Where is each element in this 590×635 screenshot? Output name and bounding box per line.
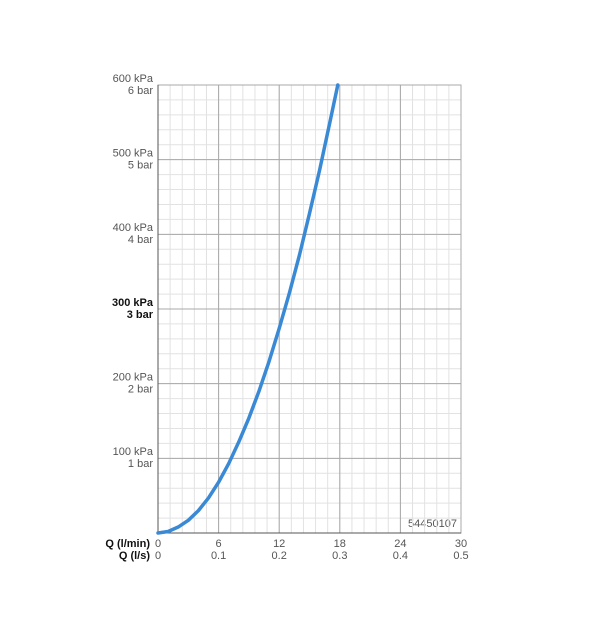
y-tick-label: 200 kPa [113,372,154,384]
x2-axis-label: Q (l/s) [119,550,151,562]
x2-tick-label: 0.1 [211,550,226,562]
y-tick-label: 300 kPa [112,297,154,309]
x2-tick-label: 0.2 [272,550,287,562]
y2-tick-label: 5 bar [128,160,153,172]
x-tick-label: 6 [216,538,222,550]
y-tick-label: 100 kPa [113,446,154,458]
x-tick-label: 18 [334,538,346,550]
x2-tick-label: 0.3 [332,550,347,562]
x-tick-label: 12 [273,538,285,550]
y2-tick-label: 3 bar [127,309,154,321]
y-tick-label: 400 kPa [113,222,154,234]
y-tick-label: 500 kPa [113,148,154,160]
curve [156,83,340,535]
x2-tick-label: 0 [155,550,161,562]
y2-tick-label: 2 bar [128,384,153,396]
y2-tick-label: 6 bar [128,85,153,97]
x-axis-label: Q (l/min) [105,538,150,550]
annotation: 54450107 [408,518,457,530]
x-tick-label: 24 [394,538,406,550]
y2-tick-label: 1 bar [128,458,153,470]
y-tick-label: 600 kPa [113,73,154,85]
x2-tick-label: 0.4 [393,550,408,562]
y2-tick-label: 4 bar [128,234,153,246]
x2-tick-label: 0.5 [453,550,468,562]
x-tick-label: 30 [455,538,467,550]
x-tick-label: 0 [155,538,161,550]
